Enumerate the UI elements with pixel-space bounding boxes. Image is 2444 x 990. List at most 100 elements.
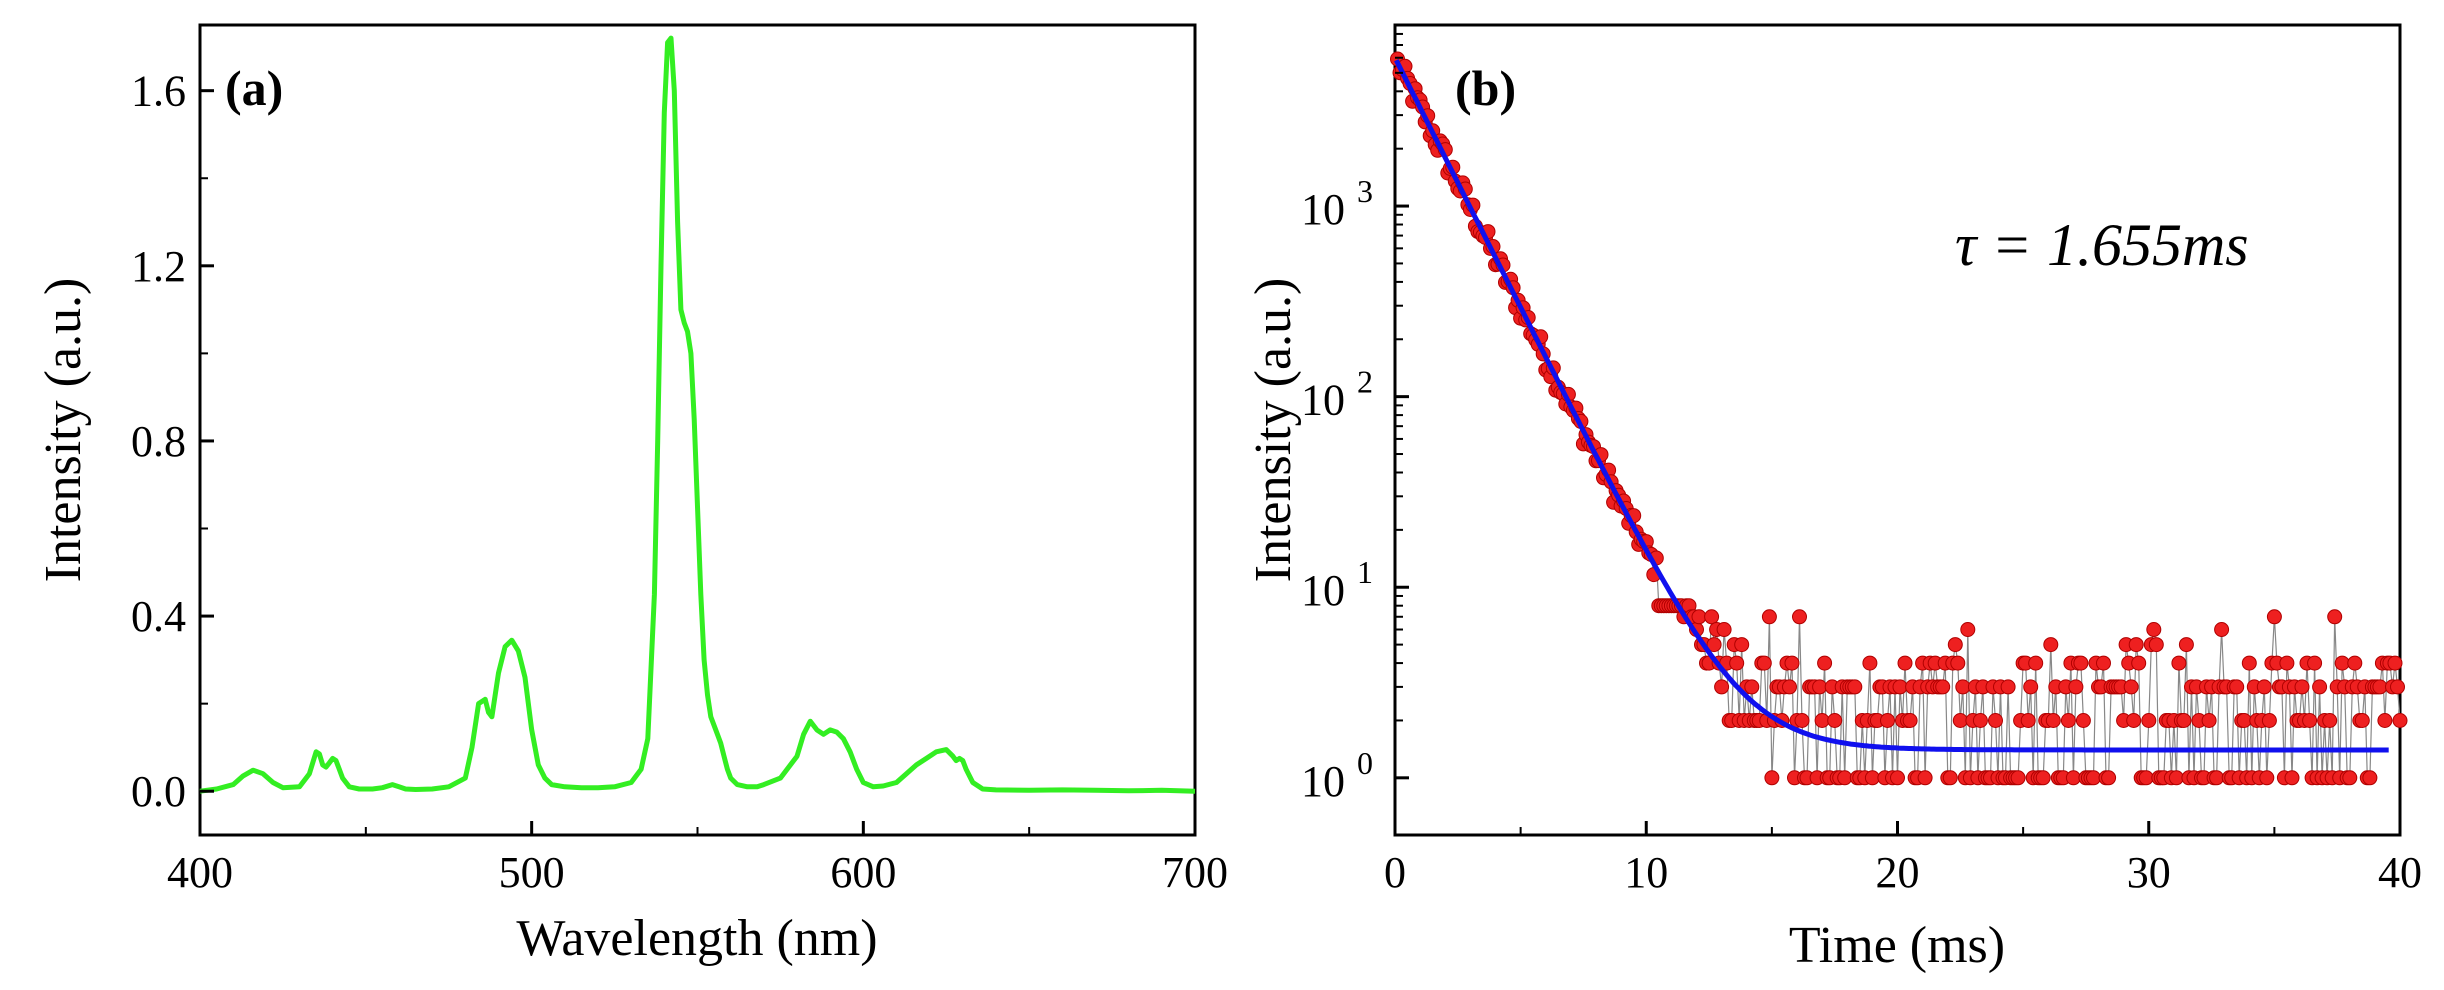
x-tick-label: 20 [1876, 848, 1920, 897]
measured-point [2307, 655, 2323, 671]
y-tick-label: 1.2 [131, 242, 186, 291]
measured-point [2347, 655, 2363, 671]
y-tick-label: 0.8 [131, 417, 186, 466]
x-tick-label: 10 [1624, 848, 1668, 897]
measured-point [1952, 713, 1968, 728]
panel-a-emission-spectrum: 400 500 600 700 0.0 0.4 0.8 1.2 1.6 (a) Waveleng… [35, 23, 1228, 967]
panel-b-label: (b) [1455, 60, 1516, 116]
measured-point [2065, 770, 2081, 786]
measured-point [2068, 679, 2084, 695]
lifetime-value: τ = 1.655 [1955, 212, 2182, 278]
x-tick-label: 0 [1384, 848, 1406, 897]
measured-point [2043, 637, 2059, 653]
measured-point [2168, 770, 2184, 786]
measured-point [2010, 770, 2026, 786]
y-tick-label: 0.0 [131, 767, 186, 816]
measured-point [1782, 679, 1797, 695]
measured-point [1890, 770, 1905, 786]
measured-point [2334, 655, 2350, 671]
measured-point [2294, 679, 2310, 695]
spectrum-line-0 [199, 35, 1196, 794]
measured-point [1792, 609, 1807, 625]
x-tick-label: 500 [499, 848, 565, 897]
measured-point [2377, 713, 2393, 728]
measured-point [1691, 609, 1707, 625]
measured-point [2362, 770, 2378, 786]
measured-point [1950, 655, 1966, 671]
measured-point [2256, 679, 2272, 695]
measured-point [2020, 713, 2036, 728]
measured-point [2176, 713, 2192, 728]
measured-point [1837, 770, 1853, 786]
measured-point [2354, 713, 2370, 728]
measured-point [1744, 679, 1760, 695]
measured-point [2279, 655, 2295, 671]
measured-point [2028, 655, 2044, 671]
measured-point [2000, 679, 2016, 695]
measured-point [1955, 679, 1971, 695]
measured-point [2045, 713, 2061, 728]
measured-point [2126, 713, 2142, 728]
measured-point [2131, 655, 2147, 671]
measured-point [1942, 770, 1958, 786]
y-tick-label: 10 [1301, 757, 1345, 806]
measured-point [2302, 713, 2318, 728]
measured-point [1729, 655, 1745, 671]
measured-point [1784, 655, 1800, 671]
measured-point [2146, 622, 2162, 637]
measured-point [1864, 770, 1880, 786]
measured-point [2023, 679, 2039, 695]
y-tick-exponent: 3 [1357, 173, 1373, 209]
panel-a-data-layer [199, 35, 1196, 794]
measured-point [2372, 679, 2388, 695]
panel-a-ticks: 400 500 600 700 0.0 0.4 0.8 1.2 1.6 [131, 67, 1228, 897]
panel-b-y-axis-title: Intensity (a.u.) [1245, 278, 1302, 583]
measured-point [2086, 770, 2101, 786]
measured-point [2342, 770, 2358, 786]
y-tick-exponent: 2 [1357, 364, 1373, 400]
measured-point [1947, 637, 1963, 653]
measured-point [1880, 713, 1895, 728]
y-tick-label: 10 [1301, 566, 1345, 615]
measured-point [1917, 770, 1933, 786]
measured-point [2101, 770, 2117, 786]
x-tick-label: 40 [2378, 848, 2422, 897]
measured-point [2266, 609, 2282, 625]
panel-b-lifetime-annotation: τ = 1.655ms [1955, 212, 2249, 278]
measured-point [2284, 770, 2300, 786]
measured-point [2312, 679, 2328, 695]
measured-point [1960, 622, 1976, 637]
measured-point [2201, 713, 2217, 728]
measured-point [2214, 622, 2230, 637]
measured-point [1716, 622, 1732, 637]
measured-point [2138, 770, 2154, 786]
measured-point [1704, 609, 1720, 625]
measured-point [1972, 713, 1988, 728]
panel-a-y-axis-title: Intensity (a.u.) [35, 278, 92, 583]
measured-point [2060, 713, 2076, 728]
measured-point [1897, 655, 1913, 671]
measured-point [1935, 679, 1951, 695]
measured-point [2259, 770, 2275, 786]
measured-point [2096, 655, 2111, 671]
panel-a-plot-frame [198, 23, 1197, 837]
measured-point [1794, 713, 1810, 728]
measured-point [2229, 679, 2245, 695]
measured-point [1714, 679, 1730, 695]
measured-point [2178, 637, 2194, 653]
y-tick-exponent: 1 [1357, 554, 1373, 590]
x-tick-label: 400 [167, 848, 233, 897]
panel-b-plot-frame [1393, 23, 2402, 837]
measured-point [1827, 713, 1843, 728]
measured-point [1892, 679, 1908, 695]
y-tick-label: 10 [1301, 185, 1345, 234]
x-tick-label: 600 [830, 848, 896, 897]
measured-point [1706, 637, 1722, 653]
y-tick-exponent: 0 [1357, 745, 1373, 781]
measured-point [1847, 679, 1863, 695]
measured-point [2387, 655, 2403, 671]
measured-point [2261, 713, 2277, 728]
measured-point [2322, 713, 2338, 728]
measured-point [2171, 655, 2187, 671]
